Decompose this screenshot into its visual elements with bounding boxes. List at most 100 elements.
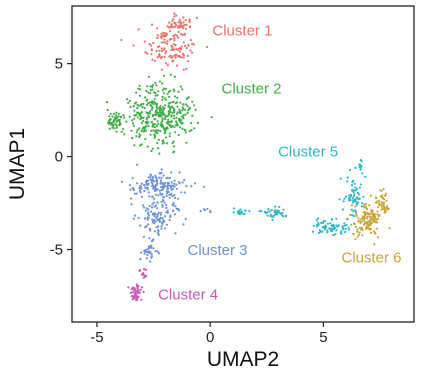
data-point (147, 213, 150, 216)
data-point (354, 198, 357, 201)
data-point (149, 89, 152, 92)
data-point (138, 291, 141, 294)
data-point (354, 186, 357, 189)
data-point (383, 201, 386, 204)
data-point (146, 253, 149, 256)
data-point (364, 214, 367, 217)
data-point (385, 199, 388, 202)
data-point (156, 215, 159, 218)
data-point (149, 210, 153, 213)
data-point (165, 136, 168, 139)
data-point (153, 136, 156, 139)
data-point (143, 268, 146, 271)
data-point (384, 192, 388, 195)
data-point (116, 119, 119, 122)
data-point (326, 231, 329, 234)
data-point (154, 189, 157, 192)
data-point (364, 221, 367, 224)
data-point (160, 125, 163, 128)
data-point (372, 230, 376, 233)
data-point (114, 118, 117, 121)
data-point (366, 215, 369, 219)
data-point (143, 189, 146, 193)
data-point (383, 198, 386, 201)
data-point (136, 116, 139, 119)
points-layer (105, 12, 391, 301)
data-point (354, 225, 357, 228)
data-point (354, 205, 357, 208)
data-point (109, 112, 112, 115)
data-point (117, 112, 120, 115)
data-point (146, 186, 149, 189)
data-point (153, 213, 156, 216)
data-point (149, 133, 152, 136)
data-point (331, 224, 334, 228)
data-point (136, 106, 139, 110)
data-point (153, 215, 156, 218)
data-point (149, 227, 152, 230)
data-point (363, 210, 366, 213)
data-point (116, 116, 119, 119)
data-point (154, 174, 157, 177)
data-point (159, 129, 162, 133)
data-point (129, 105, 132, 108)
data-point (140, 273, 143, 276)
data-point (167, 110, 170, 113)
data-point (353, 222, 356, 225)
data-point (151, 113, 155, 117)
data-point (144, 248, 147, 251)
data-point (173, 12, 176, 15)
data-point (163, 201, 166, 204)
data-point (161, 205, 164, 208)
data-point (258, 209, 261, 213)
data-point (152, 129, 155, 132)
data-point (133, 144, 136, 147)
data-point (241, 210, 244, 213)
data-point (173, 193, 176, 197)
data-point (351, 214, 354, 217)
y-tick-label: 0 (55, 149, 63, 166)
data-point (131, 298, 134, 301)
data-point (130, 197, 133, 200)
data-point (364, 212, 367, 215)
data-point (186, 105, 189, 108)
data-point (144, 137, 147, 141)
data-point (174, 124, 177, 127)
data-point (171, 105, 174, 108)
data-point (164, 227, 167, 230)
data-point (154, 250, 157, 253)
data-point (173, 110, 176, 113)
data-point (193, 127, 196, 130)
data-point (164, 104, 167, 107)
data-point (160, 227, 163, 230)
data-point (174, 232, 177, 235)
data-point (151, 85, 154, 88)
data-point (156, 36, 159, 40)
data-point (339, 177, 342, 180)
data-point (335, 224, 338, 227)
data-point (281, 215, 285, 218)
data-point (373, 216, 376, 219)
data-point (191, 100, 194, 103)
data-point (335, 217, 338, 220)
data-point (163, 128, 166, 131)
data-point (147, 208, 150, 211)
data-point (174, 102, 177, 105)
data-point (143, 40, 146, 43)
data-point (151, 107, 154, 110)
data-point (153, 118, 156, 121)
data-point (135, 113, 138, 116)
data-point (128, 99, 132, 102)
data-point (165, 203, 168, 206)
data-point (151, 176, 154, 179)
data-point (356, 235, 359, 238)
data-point (179, 85, 182, 88)
data-point (341, 225, 344, 228)
data-point (146, 52, 149, 55)
data-point (328, 227, 331, 230)
data-point (344, 227, 347, 231)
data-point (139, 258, 142, 261)
data-point (115, 126, 118, 129)
data-point (144, 209, 147, 212)
data-point (158, 107, 161, 110)
